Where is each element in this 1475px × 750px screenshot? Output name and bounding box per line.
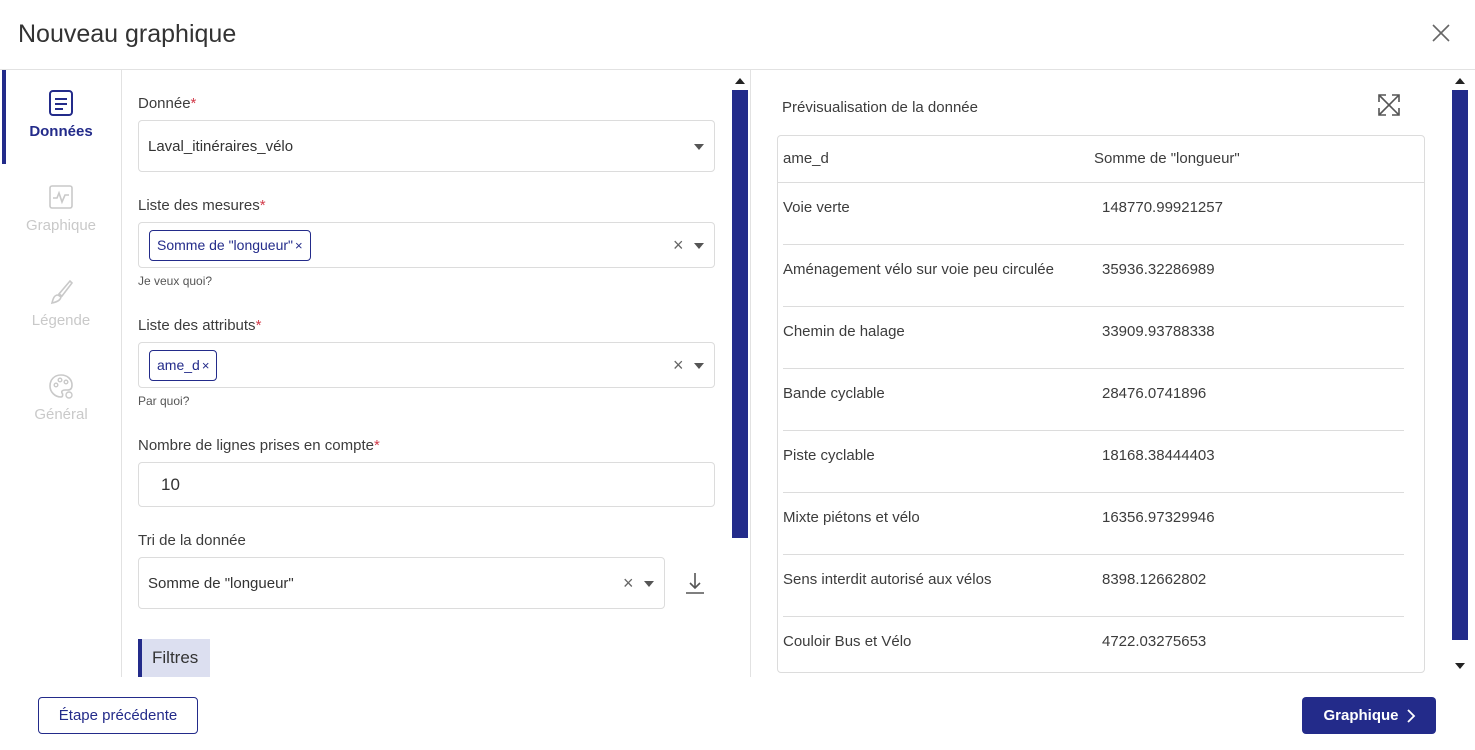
rows-input-value: 10 (161, 475, 180, 494)
cell-ame-d: Voie verte (783, 199, 850, 216)
clear-icon[interactable]: × (673, 355, 684, 375)
header-divider (0, 69, 1475, 70)
data-label: Donnée* (138, 95, 197, 112)
cell-ame-d: Sens interdit autorisé aux vélos (783, 571, 992, 588)
scroll-up-icon[interactable] (735, 78, 745, 84)
previous-step-button[interactable]: Étape précédente (38, 697, 198, 734)
table-row: Chemin de halage 33909.93788338 (783, 307, 1404, 369)
attributes-hint: Par quoi? (138, 394, 190, 408)
chevron-down-icon[interactable] (694, 144, 704, 150)
rows-input[interactable]: 10 (138, 462, 715, 507)
cell-ame-d: Piste cyclable (783, 447, 875, 464)
chevron-down-icon[interactable] (644, 581, 654, 587)
remove-chip-icon[interactable]: × (201, 358, 210, 373)
table-row: Bande cyclable 28476.0741896 (783, 369, 1404, 431)
measure-chip[interactable]: Somme de "longueur" × (149, 230, 311, 261)
scrollbar-thumb[interactable] (732, 90, 748, 538)
filters-section[interactable]: Filtres (138, 639, 210, 677)
next-button-label: Graphique (1323, 707, 1399, 724)
close-icon[interactable] (1430, 22, 1452, 44)
step-label: Général (34, 406, 88, 423)
clear-icon[interactable]: × (623, 573, 634, 593)
preview-table: ame_d Somme de "longueur" Voie verte 148… (777, 135, 1425, 673)
form-scrollbar[interactable] (731, 70, 749, 677)
data-form: Donnée* Laval_itinéraires_vélo Liste des… (123, 70, 730, 677)
table-row: Voie verte 148770.99921257 (783, 183, 1404, 245)
brush-icon (50, 279, 74, 305)
attribute-chip[interactable]: ame_d × (149, 350, 218, 381)
sort-label: Tri de la donnée (138, 532, 246, 549)
sort-select[interactable]: Somme de "longueur" × (138, 557, 665, 609)
cell-longueur: 33909.93788338 (1102, 323, 1215, 340)
document-icon (49, 90, 73, 116)
table-row: Couloir Bus et Vélo 4722.03275653 (783, 617, 1404, 672)
chart-icon (49, 185, 73, 209)
chevron-down-icon[interactable] (694, 243, 704, 249)
chevron-right-icon (1407, 709, 1416, 723)
cell-longueur: 8398.12662802 (1102, 571, 1207, 588)
table-row: Sens interdit autorisé aux vélos 8398.12… (783, 555, 1404, 617)
chevron-down-icon[interactable] (694, 363, 704, 369)
step-label: Légende (31, 312, 91, 329)
step-general[interactable]: Général (0, 371, 122, 423)
cell-ame-d: Aménagement vélo sur voie peu circulée (783, 261, 1054, 278)
table-row: Mixte piétons et vélo 16356.97329946 (783, 493, 1404, 555)
cell-ame-d: Chemin de halage (783, 323, 905, 340)
scroll-down-icon[interactable] (1455, 663, 1465, 669)
table-header: ame_d Somme de "longueur" (778, 136, 1424, 183)
measures-select[interactable]: Somme de "longueur" × × (138, 222, 715, 268)
scroll-up-icon[interactable] (1455, 78, 1465, 84)
cell-longueur: 16356.97329946 (1102, 509, 1215, 526)
rows-label: Nombre de lignes prises en compte* (138, 437, 380, 454)
palette-icon (49, 374, 73, 399)
cell-ame-d: Mixte piétons et vélo (783, 509, 920, 526)
measures-label: Liste des mesures* (138, 197, 266, 214)
preview-title: Prévisualisation de la donnée (782, 99, 978, 116)
data-select-value: Laval_itinéraires_vélo (148, 138, 294, 155)
table-row: Piste cyclable 18168.38444403 (783, 431, 1404, 493)
attributes-select[interactable]: ame_d × × (138, 342, 715, 388)
sort-direction-icon[interactable] (684, 570, 706, 596)
remove-chip-icon[interactable]: × (295, 238, 303, 253)
attributes-label: Liste des attributs* (138, 317, 262, 334)
column-header: Somme de "longueur" (1094, 150, 1240, 167)
step-donnees[interactable]: Données (0, 88, 122, 140)
steps-sidebar: Données Graphique Légende Général (0, 70, 122, 677)
cell-longueur: 35936.32286989 (1102, 261, 1215, 278)
clear-icon[interactable]: × (673, 235, 684, 255)
active-step-indicator (2, 70, 6, 164)
step-label: Données (29, 123, 93, 140)
scrollbar-thumb[interactable] (1452, 90, 1468, 640)
column-header: ame_d (783, 150, 829, 167)
preview-scrollbar[interactable] (1451, 70, 1469, 677)
dialog-title: Nouveau graphique (18, 20, 237, 48)
cell-longueur: 148770.99921257 (1102, 199, 1223, 216)
sort-select-value: Somme de "longueur" (148, 575, 294, 592)
step-graphique[interactable]: Graphique (0, 182, 122, 234)
cell-longueur: 18168.38444403 (1102, 447, 1215, 464)
measures-hint: Je veux quoi? (138, 274, 213, 288)
next-graphique-button[interactable]: Graphique (1302, 697, 1436, 734)
table-row: Aménagement vélo sur voie peu circulée 3… (783, 245, 1404, 307)
panel-divider (750, 70, 751, 677)
data-select[interactable]: Laval_itinéraires_vélo (138, 120, 715, 172)
cell-longueur: 28476.0741896 (1102, 385, 1207, 402)
expand-icon[interactable] (1376, 92, 1402, 118)
step-label: Graphique (25, 217, 97, 234)
cell-longueur: 4722.03275653 (1102, 633, 1207, 650)
cell-ame-d: Bande cyclable (783, 385, 885, 402)
cell-ame-d: Couloir Bus et Vélo (783, 633, 912, 650)
step-legende[interactable]: Légende (0, 277, 122, 329)
